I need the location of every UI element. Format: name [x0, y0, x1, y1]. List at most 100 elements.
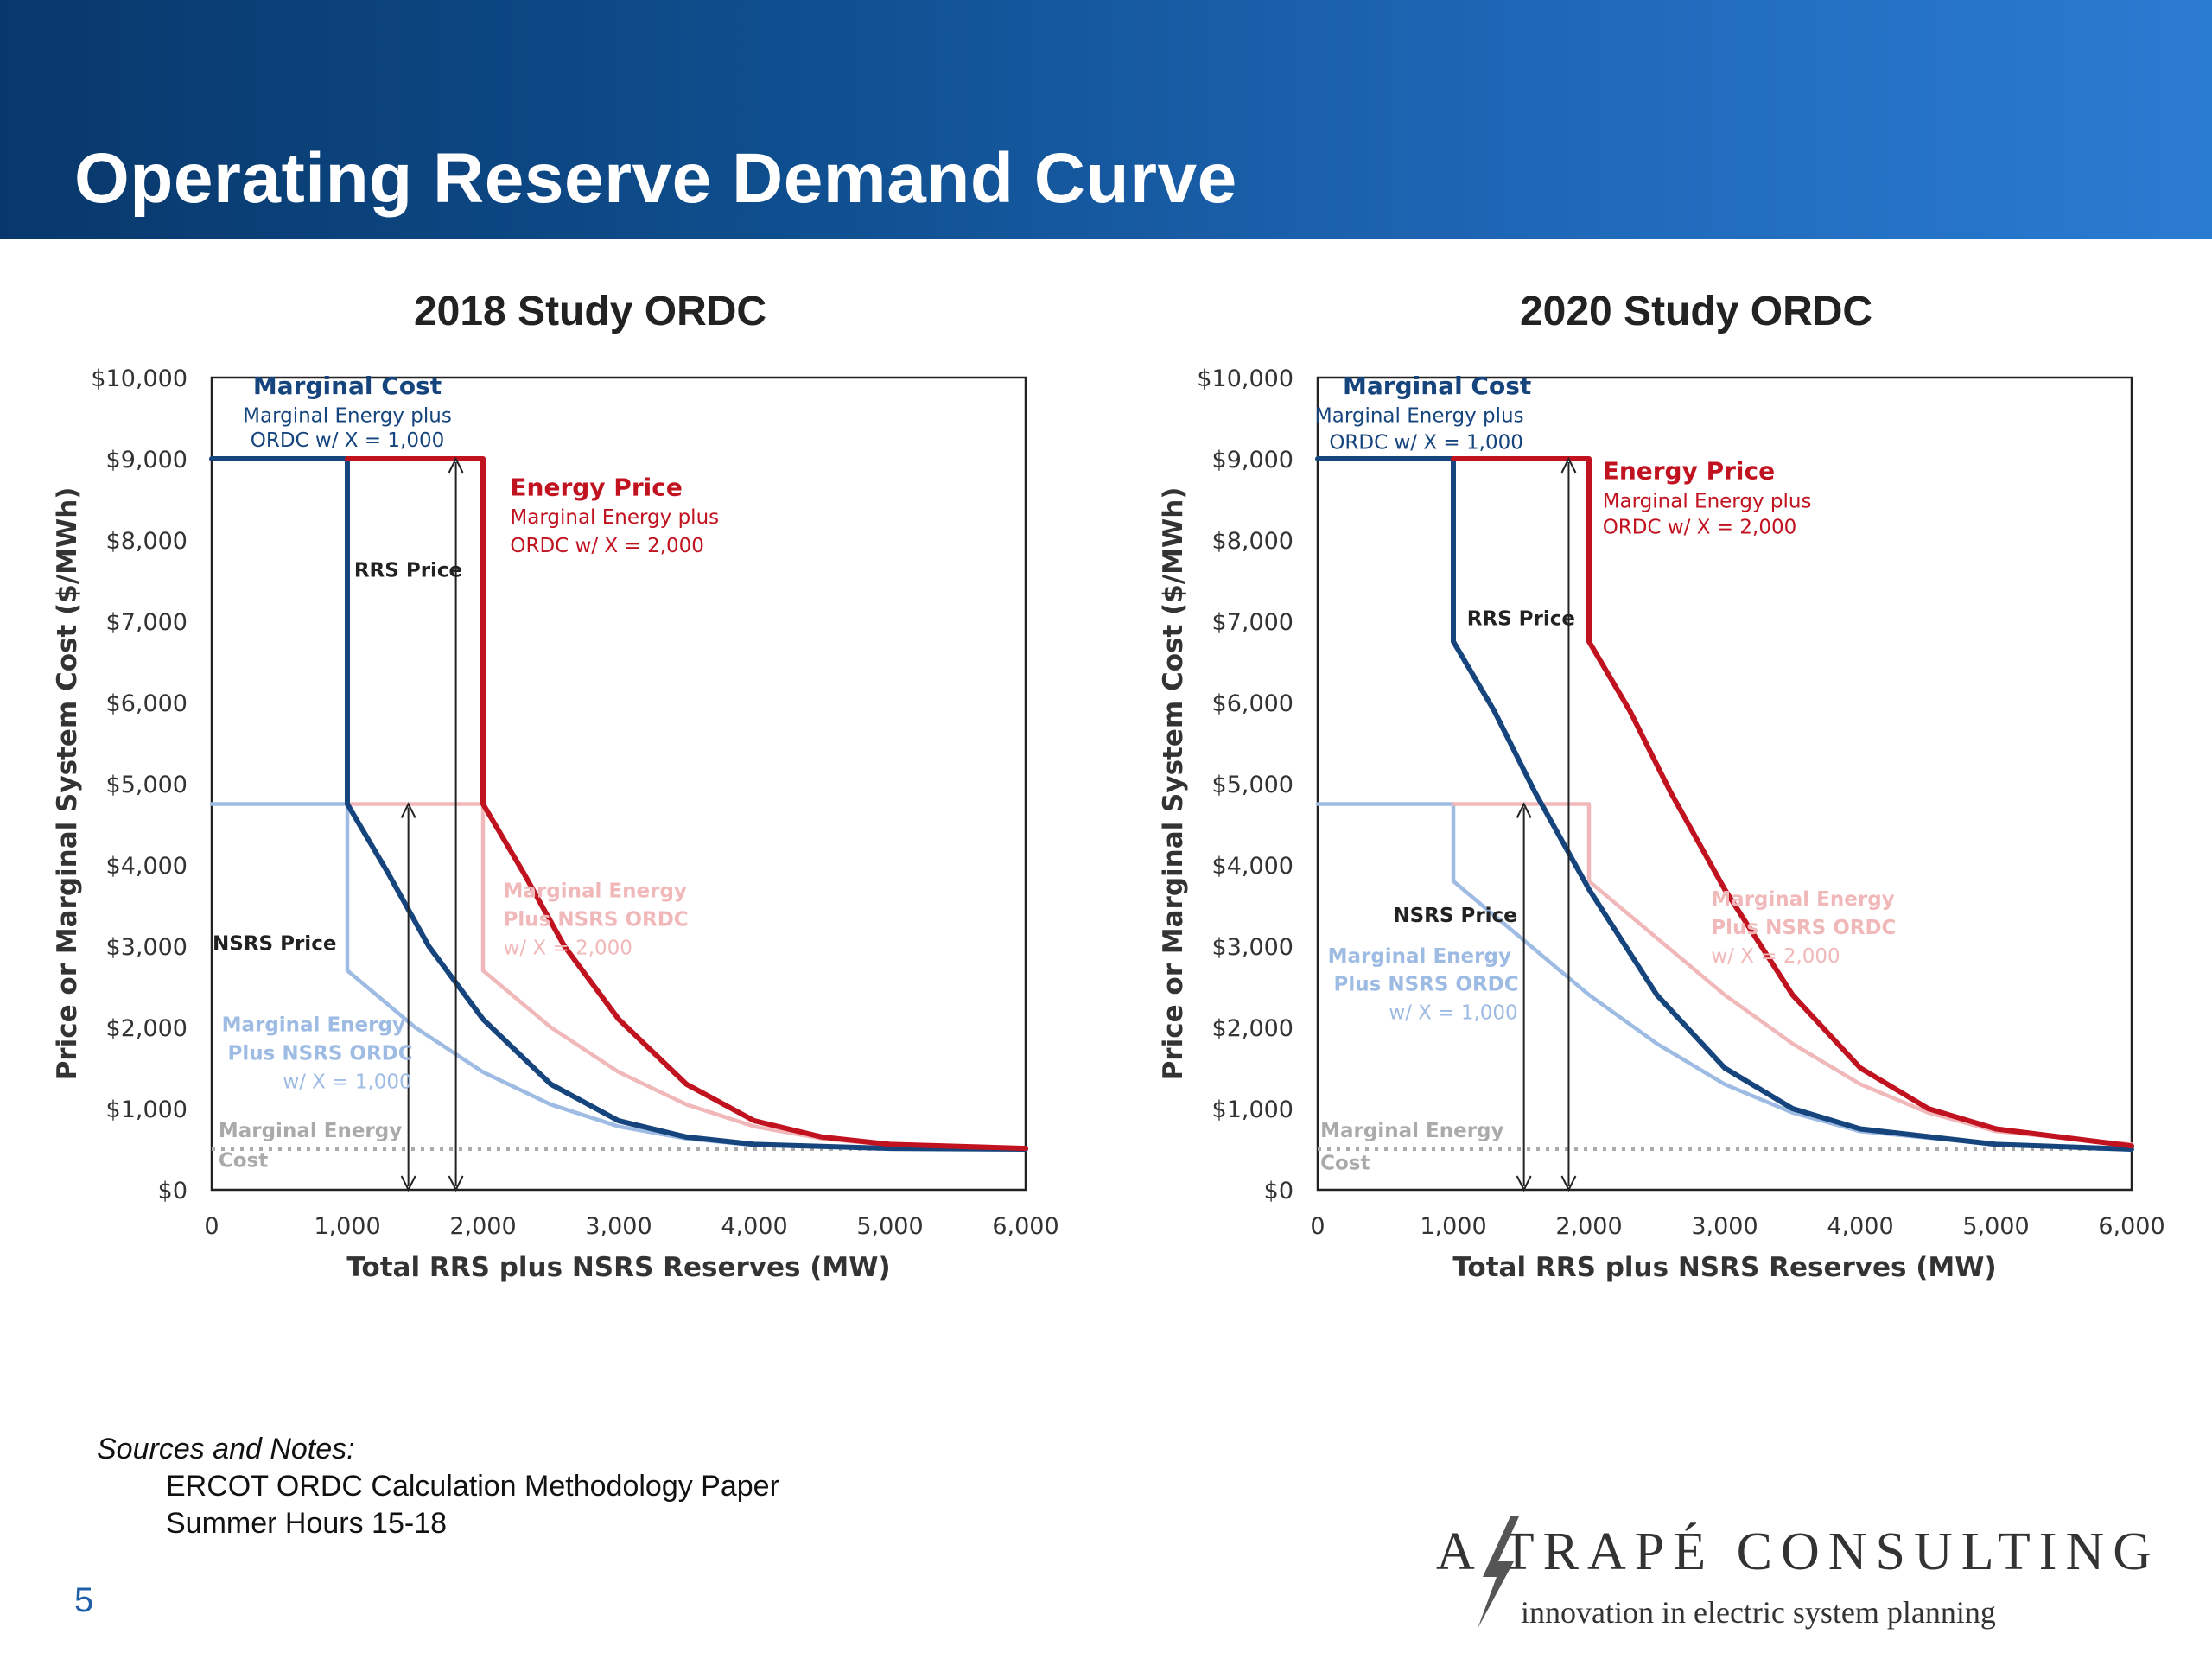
chart-title: 2018 Study ORDC — [414, 289, 766, 334]
arrow-head-nsrs-price-top — [400, 802, 416, 818]
y-tick-label: $8,000 — [106, 528, 188, 555]
annotation-mc-sub2: ORDC w/ X = 1,000 — [1329, 432, 1523, 454]
annotation-nsrs: NSRS Price — [1393, 905, 1516, 927]
note-line: ERCOT ORDC Calculation Methodology Paper — [166, 1470, 779, 1503]
y-tick-label: $3,000 — [1212, 934, 1294, 961]
annotation-nsrs2-a: Marginal Energy — [504, 880, 687, 903]
header-banner: Operating Reserve Demand Curve — [0, 0, 2212, 239]
annotation-nsrs2-b: Plus NSRS ORDC — [1711, 917, 1896, 939]
x-tick-label: 2,000 — [449, 1213, 516, 1240]
y-tick-label: $2,000 — [106, 1015, 188, 1042]
annotation-ep-head: Energy Price — [510, 473, 682, 501]
x-tick-label: 0 — [1310, 1213, 1325, 1240]
logo-tagline: innovation in electric system planning — [1521, 1595, 1996, 1630]
x-axis-title: Total RRS plus NSRS Reserves (MW) — [346, 1252, 890, 1283]
y-tick-label: $6,000 — [106, 690, 188, 717]
y-tick-label: $5,000 — [1212, 772, 1294, 798]
annotation-me-a: Marginal Energy — [219, 1120, 402, 1142]
y-axis-title: Price or Marginal System Cost ($/MWh) — [1158, 487, 1189, 1081]
annotation-rrs: RRS Price — [354, 559, 462, 582]
x-tick-label: 1,000 — [1420, 1213, 1486, 1240]
annotation-nsrs2-b: Plus NSRS ORDC — [504, 909, 689, 931]
arrow-head-rrs-price-bottom — [448, 1175, 464, 1192]
arrow-head-nsrs-price-bottom — [1516, 1175, 1532, 1192]
annotation-ep-sub2: ORDC w/ X = 2,000 — [510, 535, 704, 557]
logo-company-name: A TRAPÉ CONSULTING — [1436, 1522, 2160, 1581]
sources-notes: Sources and Notes: ERCOT ORDC Calculatio… — [97, 1431, 779, 1542]
y-tick-label: $6,000 — [1212, 690, 1294, 717]
arrow-head-nsrs-price-top — [1516, 802, 1532, 818]
y-tick-label: $0 — [1264, 1178, 1294, 1205]
x-tick-label: 4,000 — [1827, 1213, 1893, 1240]
annotation-nsrs1-c: w/ X = 1,000 — [283, 1071, 411, 1094]
annotation-ep-sub1: Marginal Energy plus — [1603, 490, 1812, 512]
annotation-nsrs1-c: w/ X = 1,000 — [1389, 1002, 1517, 1025]
x-tick-label: 3,000 — [585, 1213, 652, 1240]
x-axis-title: Total RRS plus NSRS Reserves (MW) — [1452, 1252, 1996, 1283]
x-tick-label: 1,000 — [314, 1213, 380, 1240]
series-line-energy-price — [1451, 456, 2134, 1149]
annotation-me-b: Cost — [1320, 1153, 1370, 1175]
slide-title: Operating Reserve Demand Curve — [74, 139, 1237, 218]
annotation-nsrs1-a: Marginal Energy — [1328, 945, 1511, 968]
annotation-mc-head: Marginal Cost — [1343, 372, 1531, 400]
series-line-marginal-cost — [1315, 456, 2134, 1152]
y-tick-label: $9,000 — [106, 447, 188, 474]
lightning-bolt-icon — [1478, 1516, 1519, 1629]
y-tick-label: $7,000 — [1212, 609, 1294, 636]
annotation-mc-sub1: Marginal Energy plus — [1315, 405, 1524, 428]
series-line-energy-price — [345, 456, 1028, 1152]
company-logo: A TRAPÉ CONSULTING innovation in electri… — [1426, 1516, 2186, 1633]
page-number: 5 — [74, 1581, 94, 1619]
y-tick-label: $10,000 — [1197, 365, 1294, 392]
plot-area-frame — [210, 376, 1027, 1192]
y-tick-label: $5,000 — [106, 772, 188, 798]
annotation-nsrs1-a: Marginal Energy — [222, 1014, 405, 1037]
annotation-nsrs: NSRS Price — [213, 933, 336, 956]
y-tick-label: $0 — [158, 1178, 188, 1205]
plot-area-frame — [1316, 376, 2133, 1192]
y-tick-label: $1,000 — [106, 1096, 188, 1123]
y-tick-label: $4,000 — [106, 853, 188, 880]
annotation-me-a: Marginal Energy — [1320, 1120, 1503, 1142]
chart-title: 2020 Study ORDC — [1520, 289, 1872, 334]
chart-2020-study: 2020 Study ORDC Price or Marginal System … — [1158, 289, 2165, 1283]
x-tick-label: 3,000 — [1691, 1213, 1758, 1240]
x-tick-label: 6,000 — [2098, 1213, 2164, 1240]
y-tick-label: $10,000 — [91, 365, 188, 392]
y-tick-label: $9,000 — [1212, 447, 1294, 474]
x-tick-label: 6,000 — [992, 1213, 1058, 1240]
y-tick-label: $1,000 — [1212, 1096, 1294, 1123]
series-line-marginal-energy-plus-nsrs-ordc-w-x-2-000 — [1451, 802, 2134, 1147]
x-tick-label: 0 — [204, 1213, 219, 1240]
notes-heading: Sources and Notes: — [97, 1433, 355, 1465]
x-tick-label: 2,000 — [1555, 1213, 1622, 1240]
annotation-rrs: RRS Price — [1467, 608, 1575, 631]
annotation-nsrs1-b: Plus NSRS ORDC — [1334, 974, 1519, 996]
y-tick-label: $8,000 — [1212, 528, 1294, 555]
arrow-head-rrs-price-top — [448, 456, 464, 474]
annotation-me-b: Cost — [219, 1150, 268, 1173]
arrow-head-rrs-price-bottom — [1560, 1175, 1577, 1192]
annotation-nsrs1-b: Plus NSRS ORDC — [228, 1043, 413, 1065]
series-line-marginal-cost — [209, 456, 1028, 1152]
annotation-nsrs2-c: w/ X = 2,000 — [1711, 945, 1840, 968]
annotation-ep-sub2: ORDC w/ X = 2,000 — [1603, 516, 1797, 538]
annotation-nsrs2-a: Marginal Energy — [1711, 888, 1894, 911]
series-line-marginal-energy-plus-nsrs-ordc-w-x-1-000 — [209, 802, 1028, 1152]
x-tick-label: 5,000 — [1962, 1213, 2029, 1240]
annotation-nsrs2-c: w/ X = 2,000 — [504, 937, 632, 959]
x-tick-label: 4,000 — [721, 1213, 787, 1240]
note-line: Summer Hours 15-18 — [166, 1507, 448, 1540]
annotation-mc-sub1: Marginal Energy plus — [243, 405, 452, 428]
x-tick-label: 5,000 — [856, 1213, 923, 1240]
chart-2018-study: 2018 Study ORDC Price or Marginal System … — [52, 289, 1059, 1283]
annotation-ep-head: Energy Price — [1603, 457, 1775, 486]
y-tick-label: $3,000 — [106, 934, 188, 961]
y-tick-label: $2,000 — [1212, 1015, 1294, 1042]
annotation-mc-head: Marginal Cost — [253, 372, 442, 400]
annotation-mc-sub2: ORDC w/ X = 1,000 — [251, 429, 445, 452]
y-axis-title: Price or Marginal System Cost ($/MWh) — [52, 487, 83, 1081]
annotation-ep-sub1: Marginal Energy plus — [510, 506, 719, 529]
y-tick-label: $4,000 — [1212, 853, 1294, 880]
